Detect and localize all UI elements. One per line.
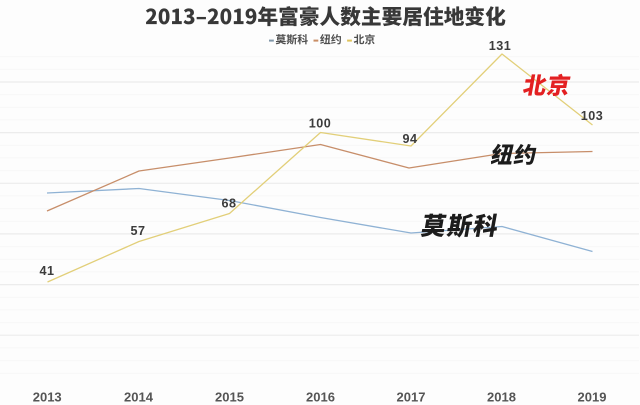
svg-text:57: 57	[130, 224, 145, 238]
svg-text:2018: 2018	[487, 389, 516, 404]
svg-text:100: 100	[309, 116, 332, 130]
svg-text:2013: 2013	[33, 389, 62, 404]
svg-text:103: 103	[581, 109, 604, 123]
svg-text:2015: 2015	[215, 389, 244, 404]
svg-text:2017: 2017	[397, 389, 426, 404]
svg-text:131: 131	[489, 39, 512, 53]
svg-text:41: 41	[39, 264, 54, 278]
svg-text:2014: 2014	[124, 389, 154, 404]
svg-text:2016: 2016	[306, 389, 335, 404]
svg-text:94: 94	[402, 132, 417, 146]
svg-text:68: 68	[221, 196, 236, 210]
svg-text:2019: 2019	[578, 389, 607, 404]
